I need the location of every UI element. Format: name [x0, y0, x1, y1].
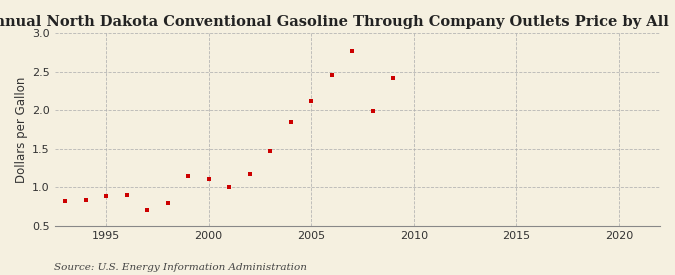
Point	[347, 48, 358, 53]
Point	[122, 193, 132, 197]
Point	[101, 194, 111, 198]
Y-axis label: Dollars per Gallon: Dollars per Gallon	[15, 76, 28, 183]
Point	[59, 199, 70, 204]
Point	[388, 76, 399, 80]
Point	[142, 207, 153, 212]
Point	[326, 72, 337, 77]
Point	[203, 177, 214, 181]
Point	[306, 99, 317, 103]
Point	[367, 109, 378, 113]
Point	[80, 198, 91, 203]
Point	[183, 174, 194, 179]
Text: Source: U.S. Energy Information Administration: Source: U.S. Energy Information Administ…	[54, 263, 307, 272]
Point	[244, 172, 255, 176]
Point	[286, 120, 296, 124]
Point	[265, 149, 275, 153]
Point	[162, 200, 173, 205]
Title: Annual North Dakota Conventional Gasoline Through Company Outlets Price by All S: Annual North Dakota Conventional Gasolin…	[0, 15, 675, 29]
Point	[224, 184, 235, 189]
